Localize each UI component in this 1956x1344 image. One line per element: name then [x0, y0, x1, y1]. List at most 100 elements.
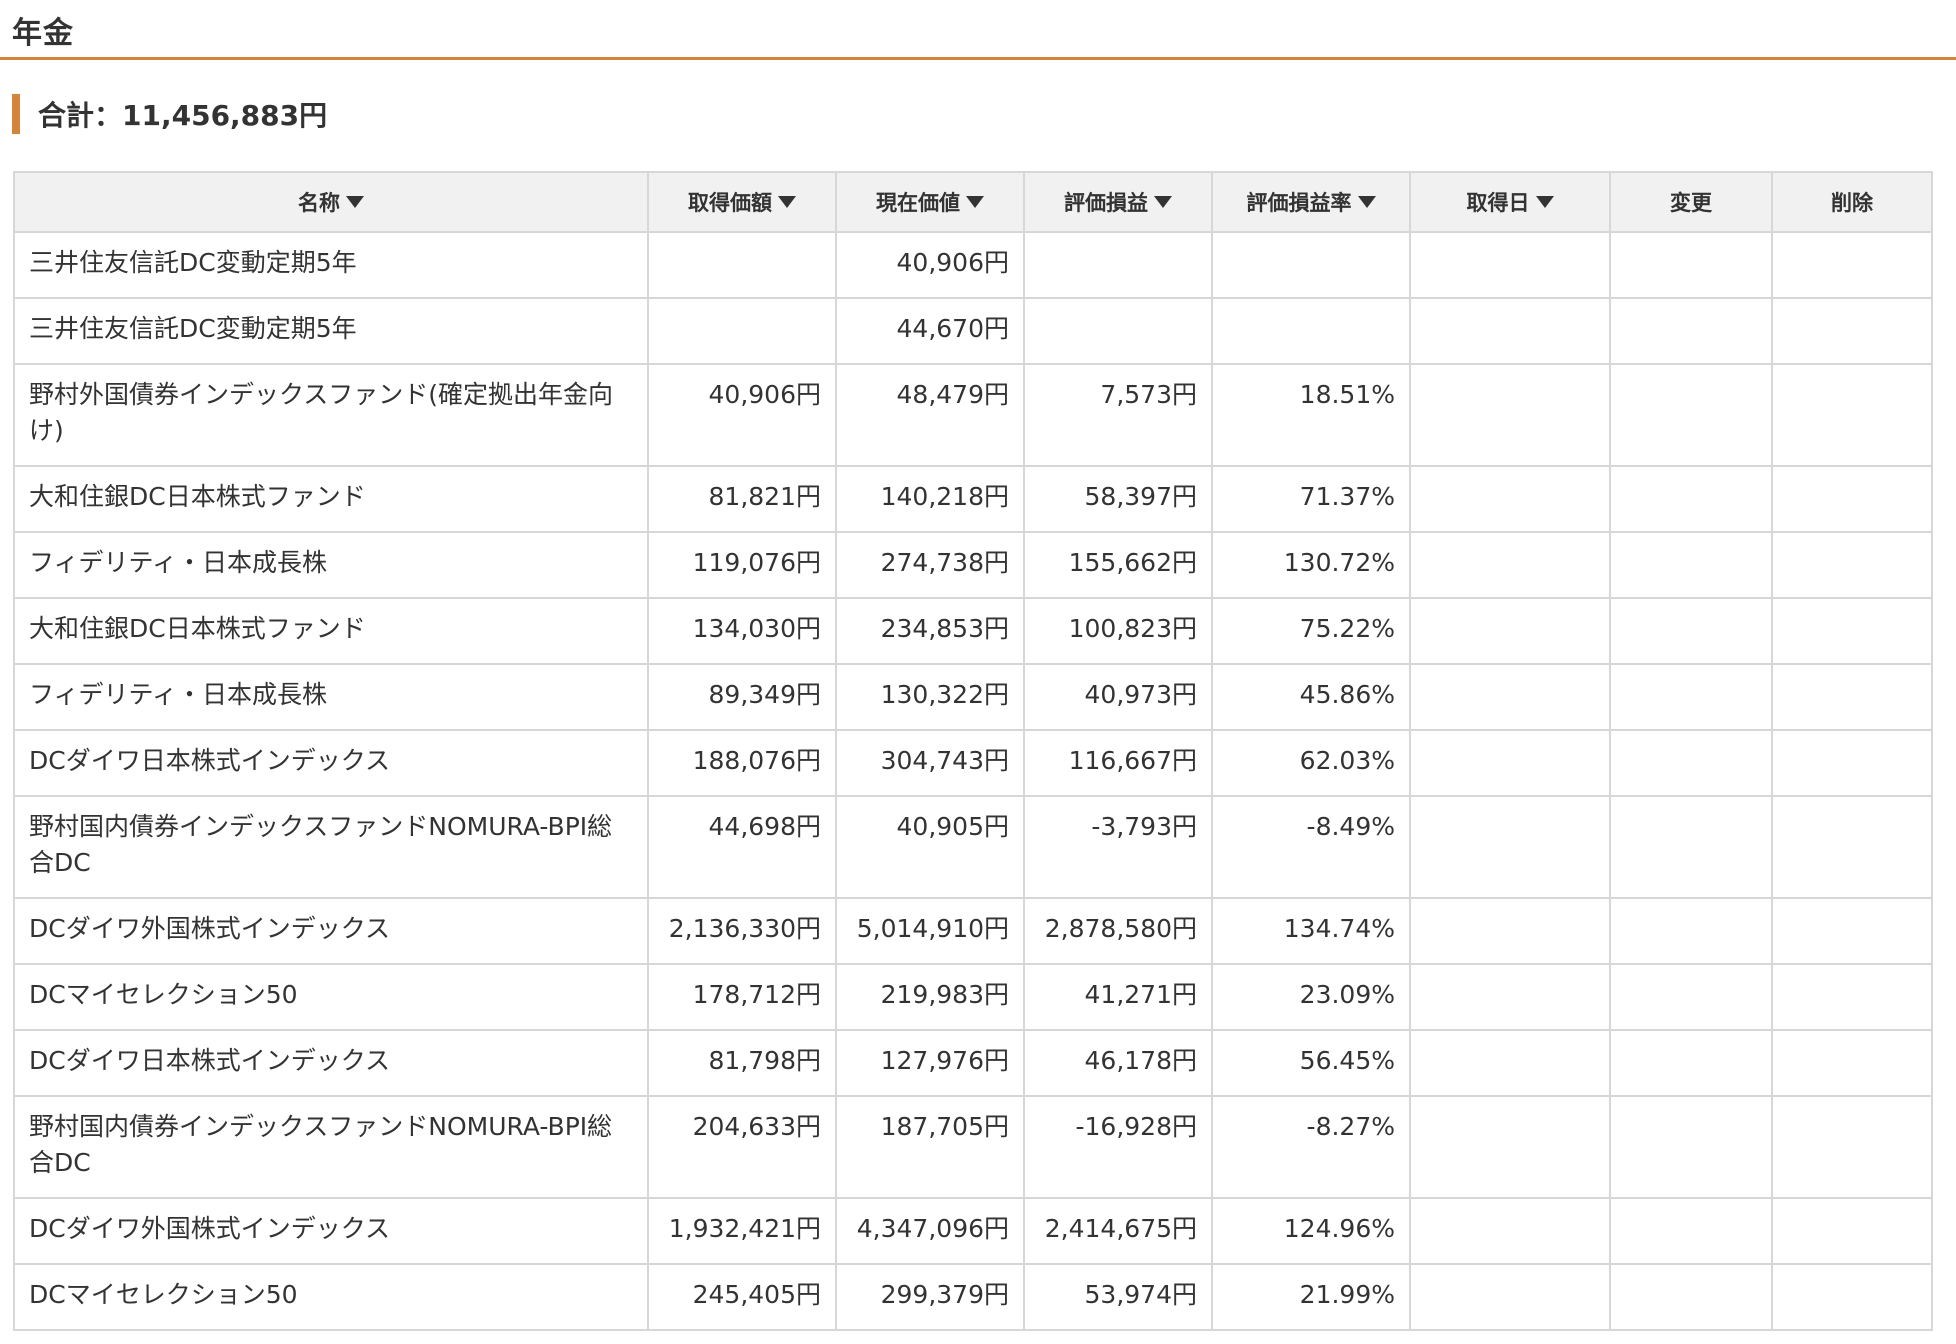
cell-date	[1409, 1095, 1611, 1199]
cell-name: 野村外国債券インデックスファンド(確定拠出年金向け)	[13, 363, 649, 467]
column-header-edit-label: 変更	[1670, 191, 1712, 215]
column-header-gain-label: 評価損益	[1064, 191, 1148, 215]
cell-delete	[1771, 663, 1933, 731]
cell-gain-rate: 130.72%	[1211, 531, 1411, 599]
cell-gain-rate: 71.37%	[1211, 465, 1411, 533]
cell-gain-rate: 134.74%	[1211, 897, 1411, 965]
cell-name: 野村国内債券インデックスファンドNOMURA-BPI総合DC	[13, 1095, 649, 1199]
cell-edit	[1609, 1029, 1773, 1097]
table-row: 大和住銀DC日本株式ファンド 134,030円 234,853円 100,823円 75…	[13, 597, 1933, 665]
cell-gain: 7,573円	[1023, 363, 1213, 467]
cell-edit	[1609, 231, 1773, 299]
sort-down-icon	[778, 196, 796, 208]
table-row: 三井住友信託DC変動定期5年 44,670円	[13, 297, 1933, 365]
column-header-date[interactable]: 取得日	[1409, 171, 1611, 233]
cell-gain: 2,878,580円	[1023, 897, 1213, 965]
total-marker	[12, 94, 20, 134]
cell-gain-rate: 21.99%	[1211, 1263, 1411, 1331]
sort-down-icon	[966, 196, 984, 208]
cell-gain-rate: -8.49%	[1211, 795, 1411, 899]
sort-down-icon	[1535, 196, 1554, 208]
cell-acquisition: 89,349円	[647, 663, 837, 731]
sort-down-icon	[1154, 196, 1172, 208]
cell-acquisition: 245,405円	[647, 1263, 837, 1331]
column-header-name[interactable]: 名称	[13, 171, 649, 233]
column-header-current[interactable]: 現在価値	[835, 171, 1025, 233]
cell-gain-rate: 75.22%	[1211, 597, 1411, 665]
sort-down-icon	[1357, 196, 1376, 208]
cell-gain-rate	[1211, 297, 1411, 365]
cell-gain-rate: -8.27%	[1211, 1095, 1411, 1199]
cell-edit	[1609, 363, 1773, 467]
table-row: 大和住銀DC日本株式ファンド 81,821円 140,218円 58,397円 71.3…	[13, 465, 1933, 533]
table-row: 野村国内債券インデックスファンドNOMURA-BPI総合DC 44,698円 40,…	[13, 795, 1933, 899]
cell-acquisition: 204,633円	[647, 1095, 837, 1199]
page-title: 年金	[12, 16, 74, 51]
cell-gain: 58,397円	[1023, 465, 1213, 533]
cell-delete	[1771, 231, 1933, 299]
cell-name: DCマイセレクション50	[13, 963, 649, 1031]
cell-gain: 2,414,675円	[1023, 1197, 1213, 1265]
cell-delete	[1771, 1263, 1933, 1331]
cell-name: DCマイセレクション50	[13, 1263, 649, 1331]
column-header-acquisition-label: 取得価額	[688, 191, 772, 215]
total-summary: 合計：11,456,883円	[12, 94, 327, 134]
cell-edit	[1609, 297, 1773, 365]
cell-delete	[1771, 963, 1933, 1031]
cell-date	[1409, 297, 1611, 365]
cell-gain: 46,178円	[1023, 1029, 1213, 1097]
cell-delete	[1771, 1029, 1933, 1097]
cell-gain: 53,974円	[1023, 1263, 1213, 1331]
cell-date	[1409, 597, 1611, 665]
cell-current: 130,322円	[835, 663, 1025, 731]
cell-current: 234,853円	[835, 597, 1025, 665]
cell-current: 5,014,910円	[835, 897, 1025, 965]
cell-name: DCダイワ外国株式インデックス	[13, 897, 649, 965]
cell-name: DCダイワ日本株式インデックス	[13, 1029, 649, 1097]
cell-edit	[1609, 963, 1773, 1031]
cell-current: 40,906円	[835, 231, 1025, 299]
table-row: DCダイワ日本株式インデックス 188,076円 304,743円 116,667円 6…	[13, 729, 1933, 797]
table-row: DCマイセレクション50 178,712円 219,983円 41,271円 23.09…	[13, 963, 1933, 1031]
cell-delete	[1771, 729, 1933, 797]
cell-date	[1409, 1029, 1611, 1097]
cell-delete	[1771, 297, 1933, 365]
cell-gain: 100,823円	[1023, 597, 1213, 665]
cell-edit	[1609, 729, 1773, 797]
cell-delete	[1771, 363, 1933, 467]
cell-gain: -3,793円	[1023, 795, 1213, 899]
cell-edit	[1609, 597, 1773, 665]
cell-current: 44,670円	[835, 297, 1025, 365]
cell-acquisition: 134,030円	[647, 597, 837, 665]
table-row: DCダイワ外国株式インデックス 1,932,421円 4,347,096円 2,414…	[13, 1197, 1933, 1265]
table-row: DCマイセレクション50 245,405円 299,379円 53,974円 21.99…	[13, 1263, 1933, 1331]
cell-current: 299,379円	[835, 1263, 1025, 1331]
cell-date	[1409, 729, 1611, 797]
cell-name: 三井住友信託DC変動定期5年	[13, 297, 649, 365]
cell-delete	[1771, 795, 1933, 899]
cell-gain	[1023, 231, 1213, 299]
cell-date	[1409, 1197, 1611, 1265]
cell-name: DCダイワ外国株式インデックス	[13, 1197, 649, 1265]
cell-current: 219,983円	[835, 963, 1025, 1031]
cell-date	[1409, 1263, 1611, 1331]
cell-gain: 41,271円	[1023, 963, 1213, 1031]
cell-date	[1409, 531, 1611, 599]
column-header-gain[interactable]: 評価損益	[1023, 171, 1213, 233]
cell-delete	[1771, 597, 1933, 665]
sort-down-icon	[346, 196, 364, 208]
column-header-acquisition[interactable]: 取得価額	[647, 171, 837, 233]
cell-edit	[1609, 795, 1773, 899]
column-header-current-label: 現在価値	[876, 191, 960, 215]
table-row: フィデリティ・日本成長株 119,076円 274,738円 155,662円 130.…	[13, 531, 1933, 599]
cell-name: 野村国内債券インデックスファンドNOMURA-BPI総合DC	[13, 795, 649, 899]
cell-name: 大和住銀DC日本株式ファンド	[13, 597, 649, 665]
cell-name: 三井住友信託DC変動定期5年	[13, 231, 649, 299]
cell-delete	[1771, 1197, 1933, 1265]
column-header-gain-rate[interactable]: 評価損益率	[1211, 171, 1411, 233]
cell-delete	[1771, 465, 1933, 533]
cell-acquisition: 81,798円	[647, 1029, 837, 1097]
cell-current: 274,738円	[835, 531, 1025, 599]
cell-name: フィデリティ・日本成長株	[13, 531, 649, 599]
cell-date	[1409, 465, 1611, 533]
